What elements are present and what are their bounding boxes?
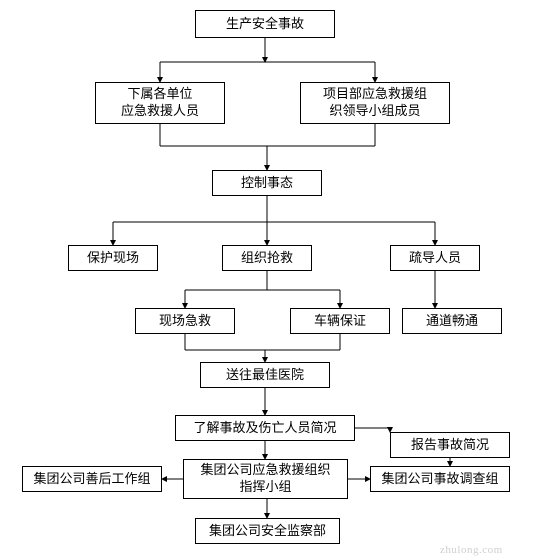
flowchart-node: 保护现场 xyxy=(68,245,158,271)
flowchart-node: 集团公司安全监察部 xyxy=(195,518,340,544)
flowchart-node: 集团公司善后工作组 xyxy=(22,466,162,492)
flowchart-node: 报告事故简况 xyxy=(390,432,510,458)
flowchart-node: 车辆保证 xyxy=(290,308,390,334)
flowchart-node: 组织抢救 xyxy=(222,245,312,271)
flowchart-node: 控制事态 xyxy=(212,170,322,196)
flowchart-node: 通道畅通 xyxy=(402,308,502,334)
flowchart-node: 集团公司应急救援组织指挥小组 xyxy=(183,459,348,499)
flowchart-node: 送往最佳医院 xyxy=(200,362,330,388)
watermark: zhulong.com xyxy=(440,544,503,556)
flowchart-node: 集团公司事故调查组 xyxy=(370,466,510,492)
flowchart-node: 了解事故及伤亡人员简况 xyxy=(175,415,355,441)
flowchart-node: 项目部应急救援组织领导小组成员 xyxy=(300,82,450,124)
flowchart-node: 下属各单位应急救援人员 xyxy=(95,82,225,124)
flowchart-node: 生产安全事故 xyxy=(195,10,335,38)
flowchart-node: 现场急救 xyxy=(135,308,235,334)
flowchart-node: 疏导人员 xyxy=(390,245,480,271)
